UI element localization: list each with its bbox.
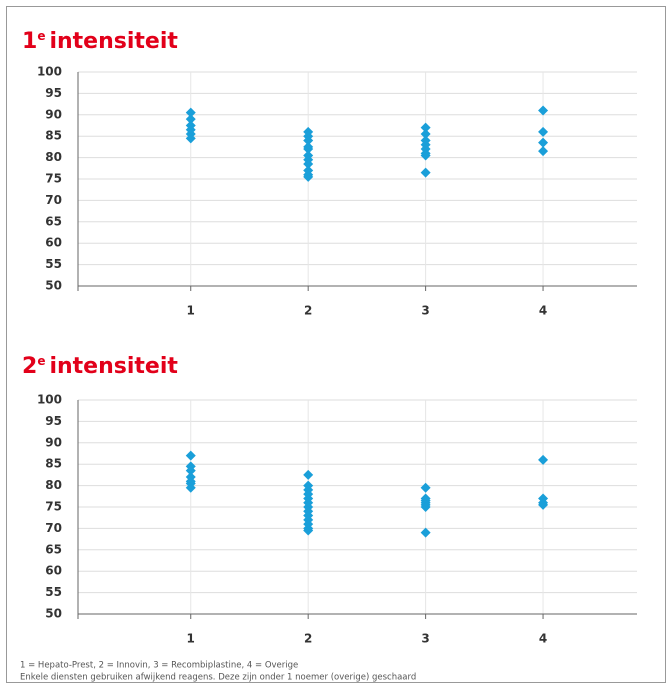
y-tick-label: 85 [45, 129, 62, 143]
point [538, 137, 549, 148]
y-tick-label: 100 [37, 393, 62, 407]
chart-title: 2e intensiteit [22, 354, 178, 380]
chart-title: 1e intensiteit [22, 29, 178, 55]
footnote: 1 = Hepato-Prest, 2 = Innovin, 3 = Recom… [20, 661, 298, 671]
point [185, 450, 196, 461]
y-tick-label: 55 [45, 257, 62, 271]
point [185, 482, 196, 493]
y-tick-label: 60 [45, 236, 62, 250]
y-tick-label: 85 [45, 457, 62, 471]
point [538, 454, 549, 465]
point [538, 146, 549, 157]
point [420, 150, 431, 161]
title-text: intensiteit [49, 29, 178, 54]
x-tick-label: 4 [539, 632, 547, 646]
title-number: 1 [22, 29, 37, 54]
y-tick-label: 70 [45, 193, 62, 207]
y-tick-label: 65 [45, 214, 62, 228]
x-tick-label: 3 [421, 304, 429, 318]
point [538, 499, 549, 510]
x-tick-label: 1 [187, 632, 195, 646]
y-tick-label: 75 [45, 172, 62, 186]
y-tick-label: 95 [45, 86, 62, 100]
point [420, 129, 431, 140]
title-number: 2 [22, 354, 37, 379]
y-tick-label: 75 [45, 500, 62, 514]
point [420, 482, 431, 493]
point [303, 144, 314, 155]
frame [6, 6, 666, 683]
y-tick-label: 90 [45, 107, 62, 121]
y-tick-label: 50 [45, 607, 62, 621]
point [303, 469, 314, 480]
point [185, 133, 196, 144]
title-superscript: e [37, 354, 45, 368]
y-tick-label: 90 [45, 435, 62, 449]
x-tick-label: 3 [421, 632, 429, 646]
point [420, 502, 431, 512]
x-tick-label: 4 [539, 304, 547, 318]
y-tick-label: 60 [45, 564, 62, 578]
point [185, 114, 196, 125]
point [303, 171, 314, 182]
footnote: Enkele diensten gebruiken afwijkend reag… [20, 673, 416, 683]
y-tick-label: 70 [45, 521, 62, 535]
title-superscript: e [37, 29, 45, 43]
point [185, 107, 196, 118]
point [538, 105, 549, 116]
y-tick-label: 50 [45, 279, 62, 293]
x-tick-label: 1 [187, 304, 195, 318]
point [538, 126, 549, 137]
y-tick-label: 55 [45, 585, 62, 599]
point [420, 527, 431, 538]
y-tick-label: 65 [45, 542, 62, 556]
point [303, 135, 314, 146]
point [420, 167, 431, 178]
y-tick-label: 95 [45, 414, 62, 428]
title-text: intensiteit [49, 354, 178, 379]
point [185, 465, 196, 476]
y-tick-label: 100 [37, 65, 62, 79]
point [420, 122, 431, 133]
y-tick-label: 80 [45, 150, 62, 164]
x-tick-label: 2 [304, 632, 312, 646]
x-tick-label: 2 [304, 304, 312, 318]
y-tick-label: 80 [45, 478, 62, 492]
point [303, 159, 314, 170]
point [303, 525, 314, 536]
